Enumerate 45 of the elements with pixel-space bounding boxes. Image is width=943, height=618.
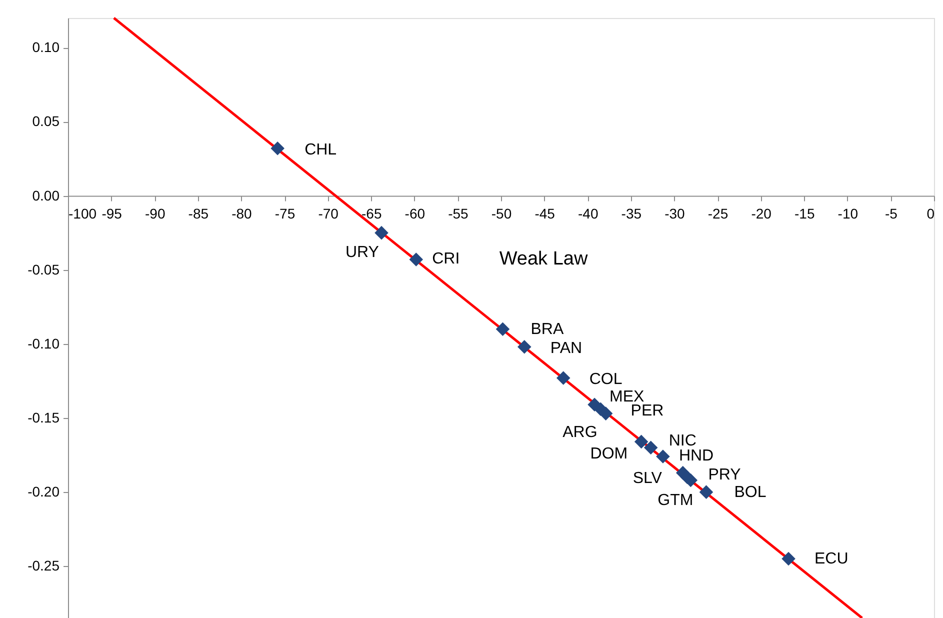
annotation: URY xyxy=(345,244,380,261)
x-tick-label: -55 xyxy=(448,205,469,222)
x-tick-label: -50 xyxy=(491,205,512,222)
y-tick-label: 0.05 xyxy=(32,113,60,130)
annotation: COL xyxy=(589,371,622,388)
annotation: BOL xyxy=(734,484,766,502)
x-tick-label: -10 xyxy=(838,205,858,222)
annotation: HND xyxy=(678,448,714,465)
x-tick-label: -15 xyxy=(794,205,815,222)
annotation: BRA xyxy=(530,321,564,338)
annotation: PRY xyxy=(708,466,742,484)
annotation: DOM xyxy=(590,446,628,463)
x-tick-label: -20 xyxy=(751,205,772,222)
x-tick-label: -65 xyxy=(361,205,382,222)
y-tick-label: -0.25 xyxy=(28,558,60,574)
x-tick-label: -35 xyxy=(621,205,642,222)
x-axis-title: Weak Law xyxy=(499,248,588,270)
y-tick-label: -0.05 xyxy=(28,261,60,278)
annotation: CRI xyxy=(432,250,460,268)
x-tick-label: -40 xyxy=(578,205,598,222)
y-tick-label: 0.00 xyxy=(32,187,60,204)
x-tick-label: -100 xyxy=(68,205,97,222)
x-tick-label: -75 xyxy=(274,205,296,222)
x-tick-label: -90 xyxy=(144,205,166,222)
x-tick-label: -80 xyxy=(232,205,252,222)
y-tick-label: -0.10 xyxy=(28,335,60,352)
y-tick-label: -0.20 xyxy=(28,484,60,500)
x-tick-label: -30 xyxy=(664,205,686,222)
x-tick-label: -5 xyxy=(884,205,898,222)
annotation: CHL xyxy=(304,141,337,158)
y-tick-label: 0.10 xyxy=(32,39,60,56)
x-tick-label: -25 xyxy=(708,205,728,222)
x-tick-label: -95 xyxy=(102,205,122,222)
annotation: ARG xyxy=(562,424,598,442)
y-tick-label: -0.15 xyxy=(28,410,60,426)
x-tick-label: -45 xyxy=(534,205,556,222)
x-tick-label: 0 xyxy=(926,205,935,222)
annotation: GTM xyxy=(658,492,694,510)
x-tick-label: -60 xyxy=(404,205,426,222)
annotation: NIC xyxy=(668,432,696,450)
annotation: ECU xyxy=(814,550,848,568)
x-tick-label: -70 xyxy=(318,205,339,222)
annotation: PAN xyxy=(550,340,582,357)
x-tick-label: -85 xyxy=(188,205,209,222)
annotation: SLV xyxy=(632,470,662,487)
